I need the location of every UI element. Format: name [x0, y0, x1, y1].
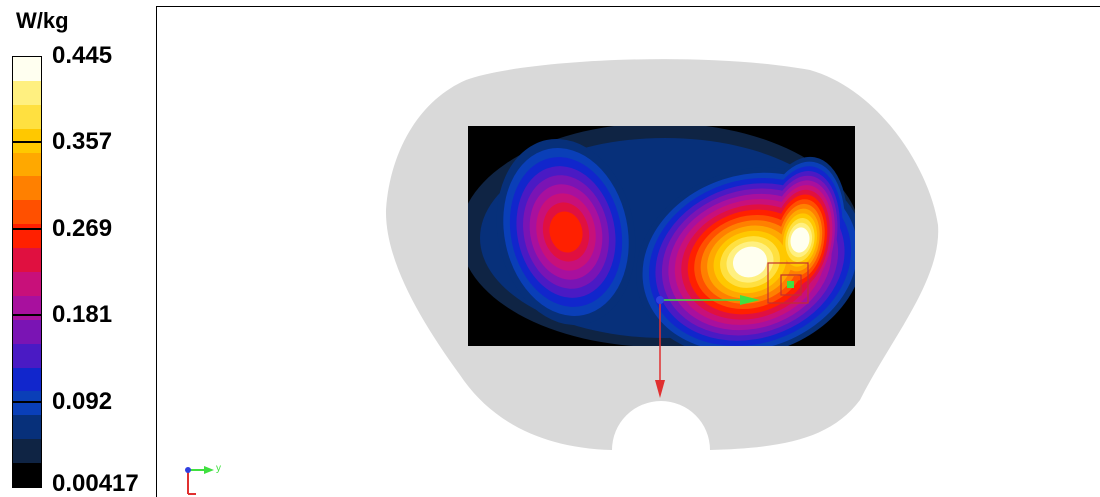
colorbar-band — [13, 248, 41, 273]
colorbar-band — [13, 295, 41, 320]
colorbar-legend: W/kg 0.445 0.357 0.269 0.181 0.092 0.00417 — [0, 0, 156, 497]
sar-contours — [468, 126, 855, 346]
local-axes — [655, 295, 760, 398]
colorbar-band — [13, 57, 41, 81]
colorbar-band — [13, 319, 41, 344]
colorbar-band — [13, 272, 41, 296]
colorbar-tick-line — [12, 141, 42, 144]
colorbar-tick-line — [12, 314, 42, 317]
colorbar-tick-label: 0.181 — [52, 301, 113, 329]
sar-contour — [549, 211, 583, 253]
colorbar-band — [13, 391, 41, 416]
colorbar-band — [13, 343, 41, 368]
sar-contour — [790, 227, 810, 253]
colorbar-band — [13, 415, 41, 440]
colorbar-tick-line — [12, 400, 42, 403]
peak-marker — [767, 262, 809, 304]
colorbar-band — [13, 128, 41, 153]
colorbar-tick-label: 0.00417 — [52, 470, 139, 497]
colorbar-band — [13, 176, 41, 201]
colorbar-band — [13, 104, 41, 129]
colorbar-band — [13, 439, 41, 464]
colorbar-band — [13, 200, 41, 225]
colorbar-tick-line — [12, 227, 42, 230]
axis-triad: y — [185, 463, 221, 495]
colorbar-band — [13, 367, 41, 392]
colorbar — [12, 56, 42, 488]
colorbar-band — [13, 463, 41, 488]
colorbar-tick-label: 0.445 — [52, 42, 113, 69]
colorbar-band — [13, 80, 41, 105]
colorbar-band — [13, 224, 41, 249]
colorbar-tick-label: 0.269 — [52, 214, 113, 242]
colorbar-unit-label: W/kg — [16, 8, 69, 33]
colorbar-band — [13, 152, 41, 177]
colorbar-tick-label: 0.357 — [52, 128, 113, 156]
axis-triad-y-label: y — [216, 463, 221, 474]
plot-frame — [156, 6, 1100, 497]
sar-contour — [732, 246, 768, 278]
colorbar-tick-label: 0.092 — [52, 387, 113, 415]
